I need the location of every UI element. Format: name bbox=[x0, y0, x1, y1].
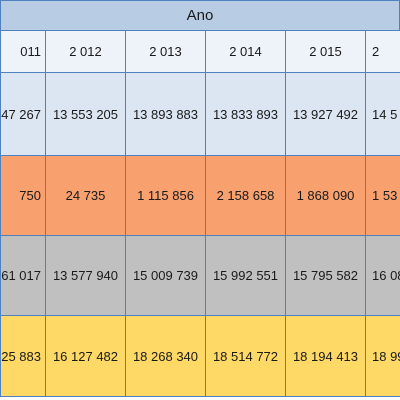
table-cell: 24 735 bbox=[45, 155, 126, 236]
table-cell: 15 009 739 bbox=[125, 235, 206, 316]
table-cell: 2 158 658 bbox=[205, 155, 286, 236]
table-cell: 13 553 205 bbox=[45, 72, 126, 156]
table-cell: 18 99 bbox=[365, 315, 400, 397]
header-title: Ano bbox=[0, 0, 400, 31]
table-cell: 47 267 bbox=[0, 72, 46, 156]
table-cell: 13 833 893 bbox=[205, 72, 286, 156]
table-cell: 16 127 482 bbox=[45, 315, 126, 397]
table-cell: 750 bbox=[0, 155, 46, 236]
table-cell: 61 017 bbox=[0, 235, 46, 316]
table-cell: 15 992 551 bbox=[205, 235, 286, 316]
column-header: 2 015 bbox=[285, 30, 366, 73]
column-header: 2 bbox=[365, 30, 400, 73]
table-cell: 18 194 413 bbox=[285, 315, 366, 397]
column-header: 2 014 bbox=[205, 30, 286, 73]
column-header: 011 bbox=[0, 30, 46, 73]
table-cell: 16 08 bbox=[365, 235, 400, 316]
table-cell: 15 795 582 bbox=[285, 235, 366, 316]
column-header: 2 013 bbox=[125, 30, 206, 73]
table-cell: 18 514 772 bbox=[205, 315, 286, 397]
table-cell: 25 883 bbox=[0, 315, 46, 397]
column-header: 2 012 bbox=[45, 30, 126, 73]
table-cell: 1 115 856 bbox=[125, 155, 206, 236]
table-cell: 13 927 492 bbox=[285, 72, 366, 156]
table-cell: 1 868 090 bbox=[285, 155, 366, 236]
table-cell: 14 5 bbox=[365, 72, 400, 156]
table-cell: 13 577 940 bbox=[45, 235, 126, 316]
table-cell: 1 53 bbox=[365, 155, 400, 236]
table-cell: 13 893 883 bbox=[125, 72, 206, 156]
table-cell: 18 268 340 bbox=[125, 315, 206, 397]
